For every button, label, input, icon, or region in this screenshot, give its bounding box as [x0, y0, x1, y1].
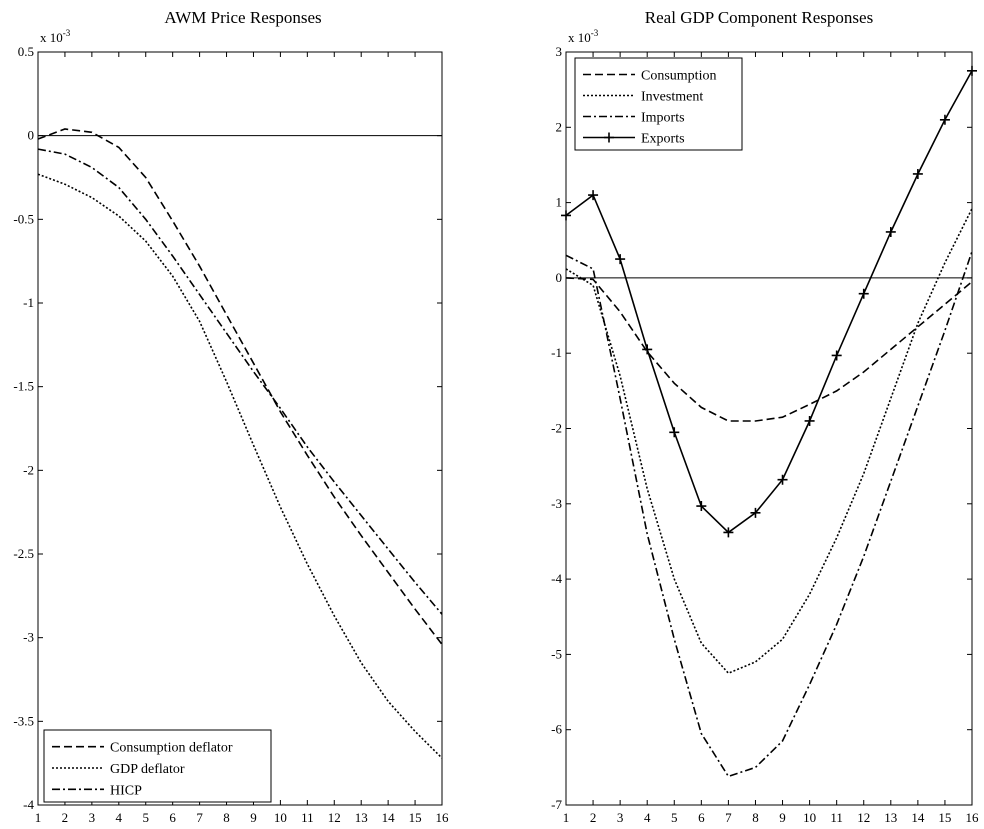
legend-label: Consumption deflator: [110, 741, 233, 756]
y-tick-label: -2: [551, 421, 562, 436]
legend-label: HICP: [110, 783, 142, 798]
x-tick-label: 16: [966, 810, 980, 825]
y-tick-label: -7: [551, 797, 562, 812]
legend-label: Exports: [641, 132, 685, 147]
legend-box: [574, 57, 743, 151]
data-point-marker: [561, 210, 571, 221]
x-tick-label: 5: [142, 810, 149, 825]
data-point-marker: [669, 427, 680, 438]
legend: Consumption Investment Imports Exports: [574, 57, 743, 151]
y-tick-label: -6: [551, 722, 562, 737]
x-tick-label: 2: [62, 810, 69, 825]
chart-2-exponent: x 10-3: [568, 28, 599, 45]
x-tick-label: 9: [250, 810, 257, 825]
x-tick-label: 12: [328, 810, 341, 825]
x-tick-label: 10: [803, 810, 816, 825]
y-tick-label: 0.5: [18, 44, 34, 59]
x-tick-label: 8: [752, 810, 759, 825]
data-point-marker: [804, 415, 815, 426]
data-point-marker: [858, 288, 869, 299]
x-tick-label: 11: [830, 810, 843, 825]
x-tick-label: 12: [857, 810, 870, 825]
x-tick-label: 11: [301, 810, 314, 825]
chart-2-title: Real GDP Component Responses: [645, 8, 873, 27]
y-tick-label: -3: [551, 496, 562, 511]
y-tick-label: -1.5: [13, 379, 34, 394]
y-tick-label: 2: [556, 119, 563, 134]
x-tick-label: 6: [169, 810, 176, 825]
y-tick-label: 0: [28, 128, 35, 143]
data-point-marker: [967, 65, 977, 76]
x-tick-label: 15: [409, 810, 422, 825]
chart-real-gdp-component-responses: Real GDP Component Responses x 10-3 3210…: [551, 8, 979, 825]
data-point-marker: [615, 254, 626, 265]
data-point-marker: [885, 226, 896, 237]
data-point-marker: [696, 501, 707, 512]
x-tick-label: 13: [355, 810, 368, 825]
x-tick-label: 9: [779, 810, 786, 825]
data-point-marker: [750, 507, 761, 518]
legend-box: [43, 729, 272, 803]
data-point-marker: [642, 344, 653, 355]
data-point-marker: [939, 114, 950, 125]
chart-awm-price-responses: AWM Price Responses x 10-3 0.5 0 -0.5 -1 -1.…: [13, 8, 449, 825]
x-tick-label: 7: [196, 810, 203, 825]
x-tick-label: 3: [89, 810, 96, 825]
legend-label: Consumption: [641, 69, 716, 84]
legend: Consumption deflator GDP deflator HICP: [43, 729, 272, 803]
x-tick-label: 14: [382, 810, 396, 825]
series-line-investment: [565, 208, 973, 675]
y-tick-label: 0: [556, 270, 563, 285]
legend-label: Imports: [641, 111, 685, 126]
y-tick-label: -2: [23, 462, 34, 477]
y-tick-label: -3.5: [13, 713, 34, 728]
chart-1-title: AWM Price Responses: [164, 8, 321, 27]
x-tick-label: 10: [274, 810, 287, 825]
y-tick-label: -2.5: [13, 546, 34, 561]
x-tick-label: 3: [617, 810, 624, 825]
x-tick-label: 8: [223, 810, 230, 825]
x-tick-label: 16: [436, 810, 450, 825]
chart-1-plot-area: 0.50-0.5-1-1.5-2-2.5-3-3.5-41 2 3 4 5 6 7 8 9 10 1…: [13, 44, 449, 825]
series-line-gdp-deflator: [37, 173, 443, 759]
y-tick-label: -1: [23, 295, 34, 310]
y-tick-label: 3: [556, 44, 563, 59]
y-tick-label: -4: [551, 571, 562, 586]
x-tick-label: 13: [884, 810, 897, 825]
x-tick-label: 14: [911, 810, 925, 825]
x-tick-label: 2: [590, 810, 597, 825]
x-tick-label: 4: [116, 810, 123, 825]
x-tick-label: 4: [644, 810, 651, 825]
y-tick-label: -0.5: [13, 211, 34, 226]
y-tick-label: -5: [551, 646, 562, 661]
legend-label: Investment: [641, 90, 703, 105]
series-line-imports: [565, 251, 973, 778]
x-tick-label: 5: [671, 810, 678, 825]
y-tick-label: -1: [551, 345, 562, 360]
data-point-marker: [723, 527, 734, 538]
data-point-marker: [831, 350, 842, 361]
series-line-consumption: [565, 277, 973, 422]
series-line-hicp: [37, 148, 443, 615]
data-point-marker: [912, 168, 923, 179]
series-line-consumption-deflator: [37, 128, 443, 645]
chart-1-exponent: x 10-3: [40, 28, 71, 45]
x-tick-label: 6: [698, 810, 705, 825]
axes-frame: [37, 51, 443, 806]
x-tick-label: 15: [938, 810, 951, 825]
legend-label: GDP deflator: [110, 762, 185, 777]
series-line-exports: [565, 70, 973, 534]
y-tick-label: -4: [23, 797, 34, 812]
x-tick-label: 1: [563, 810, 570, 825]
x-tick-label: 1: [35, 810, 42, 825]
y-tick-label: -3: [23, 630, 34, 645]
data-point-marker: [588, 190, 599, 201]
data-point-marker: [777, 474, 788, 485]
y-tick-label: 1: [556, 195, 563, 210]
x-tick-label: 7: [725, 810, 732, 825]
legend-marker: [604, 132, 614, 143]
